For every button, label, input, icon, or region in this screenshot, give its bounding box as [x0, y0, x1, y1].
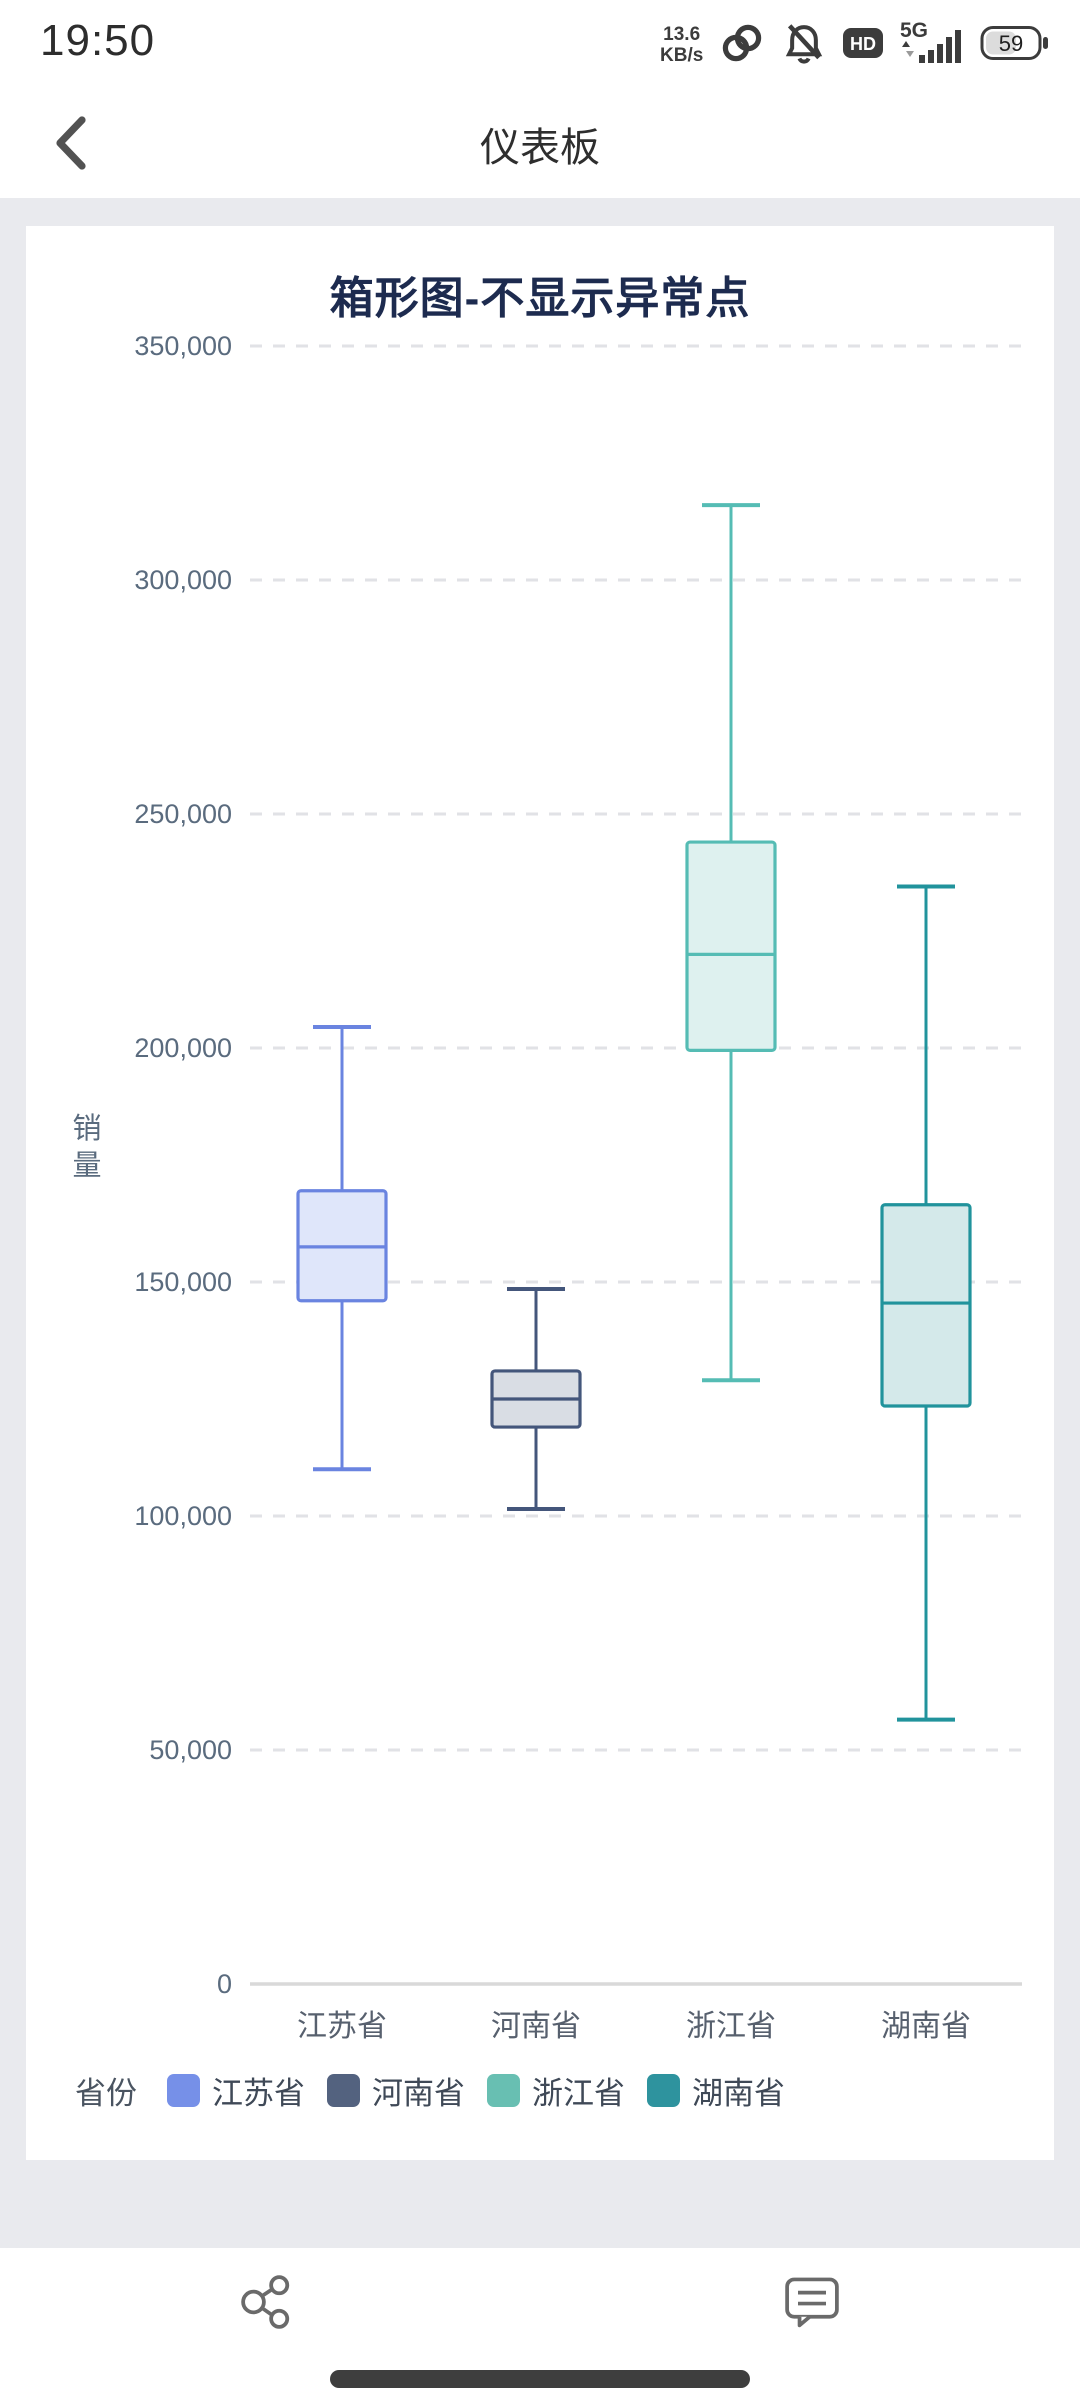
y-axis-tick-label: 50,000	[149, 1735, 232, 1765]
x-axis-label: 浙江省	[686, 2010, 776, 2043]
hd-badge-icon: HD	[842, 27, 884, 64]
legend-title: 省份	[75, 2075, 137, 2111]
legend-swatch	[327, 2073, 360, 2107]
legend-swatch	[167, 2073, 200, 2107]
legend-item[interactable]: 湖南省	[647, 2068, 785, 2113]
clock: 19:50	[40, 16, 156, 65]
chevron-left-icon	[53, 115, 89, 176]
chart-title: 箱形图-不显示异常点	[329, 274, 751, 323]
back-button[interactable]	[36, 110, 106, 180]
legend-label: 浙江省	[532, 2075, 625, 2111]
svg-text:5G: 5G	[900, 19, 928, 42]
boxplot-series[interactable]: 湖南省	[880, 884, 972, 2043]
y-axis-title: 销量	[72, 1112, 101, 1182]
x-axis-label: 河南省	[491, 2010, 581, 2043]
y-axis-tick-label: 200,000	[134, 1033, 232, 1063]
legend-item[interactable]: 河南省	[327, 2068, 465, 2113]
legend-item[interactable]: 江苏省	[167, 2068, 305, 2113]
boxplot-series[interactable]: 江苏省	[296, 1024, 388, 2043]
battery-level-text: 59	[999, 31, 1023, 56]
share-button[interactable]	[240, 2274, 296, 2335]
y-axis-tick-label: 300,000	[134, 565, 232, 595]
app-header: 仪表板	[0, 90, 1080, 198]
boxplot-series[interactable]: 浙江省	[685, 503, 777, 2043]
comment-icon	[784, 2276, 840, 2333]
link-sync-icon	[718, 22, 766, 69]
signal-5g-icon: 5G	[899, 19, 965, 72]
y-axis-tick-label: 150,000	[134, 1267, 232, 1297]
legend-swatch	[487, 2073, 520, 2107]
y-axis-tick-label: 350,000	[134, 331, 232, 361]
iqr-box	[880, 1203, 972, 1408]
home-indicator[interactable]	[330, 2370, 750, 2388]
legend-swatch	[647, 2073, 680, 2107]
chart-card: 0 50,000 100,000 150,000 200,000 250,000 300,0…	[26, 226, 1054, 2160]
boxplot-chart[interactable]: 0 50,000 100,000 150,000 200,000 250,000 300,0…	[26, 226, 1054, 2160]
boxplot-series[interactable]: 河南省	[490, 1287, 582, 2043]
battery-icon: 59	[980, 25, 1050, 66]
network-speed: 13.6 KB/s	[660, 24, 704, 66]
x-axis-label: 湖南省	[881, 2010, 971, 2043]
legend-label: 河南省	[372, 2075, 465, 2111]
legend-item[interactable]: 浙江省	[487, 2068, 625, 2113]
page-title: 仪表板	[480, 126, 600, 170]
y-axis-tick-label: 250,000	[134, 799, 232, 829]
x-axis-label: 江苏省	[297, 2010, 387, 2043]
bell-muted-icon	[781, 21, 827, 70]
legend-label: 江苏省	[212, 2075, 305, 2111]
iqr-box	[685, 840, 777, 1052]
comment-button[interactable]	[784, 2276, 840, 2332]
status-bar: 19:50 13.6 KB/s HD 5G	[0, 0, 1080, 90]
svg-text:HD: HD	[850, 34, 876, 54]
share-icon	[240, 2274, 296, 2335]
y-axis-tick-label: 0	[217, 1969, 232, 1999]
y-axis-tick-label: 100,000	[134, 1501, 232, 1531]
legend-label: 湖南省	[692, 2075, 785, 2111]
chart-legend: 省份 江苏省 河南省 浙江省 湖南省	[75, 2064, 1035, 2116]
status-icons: 13.6 KB/s HD 5G	[660, 10, 1050, 80]
